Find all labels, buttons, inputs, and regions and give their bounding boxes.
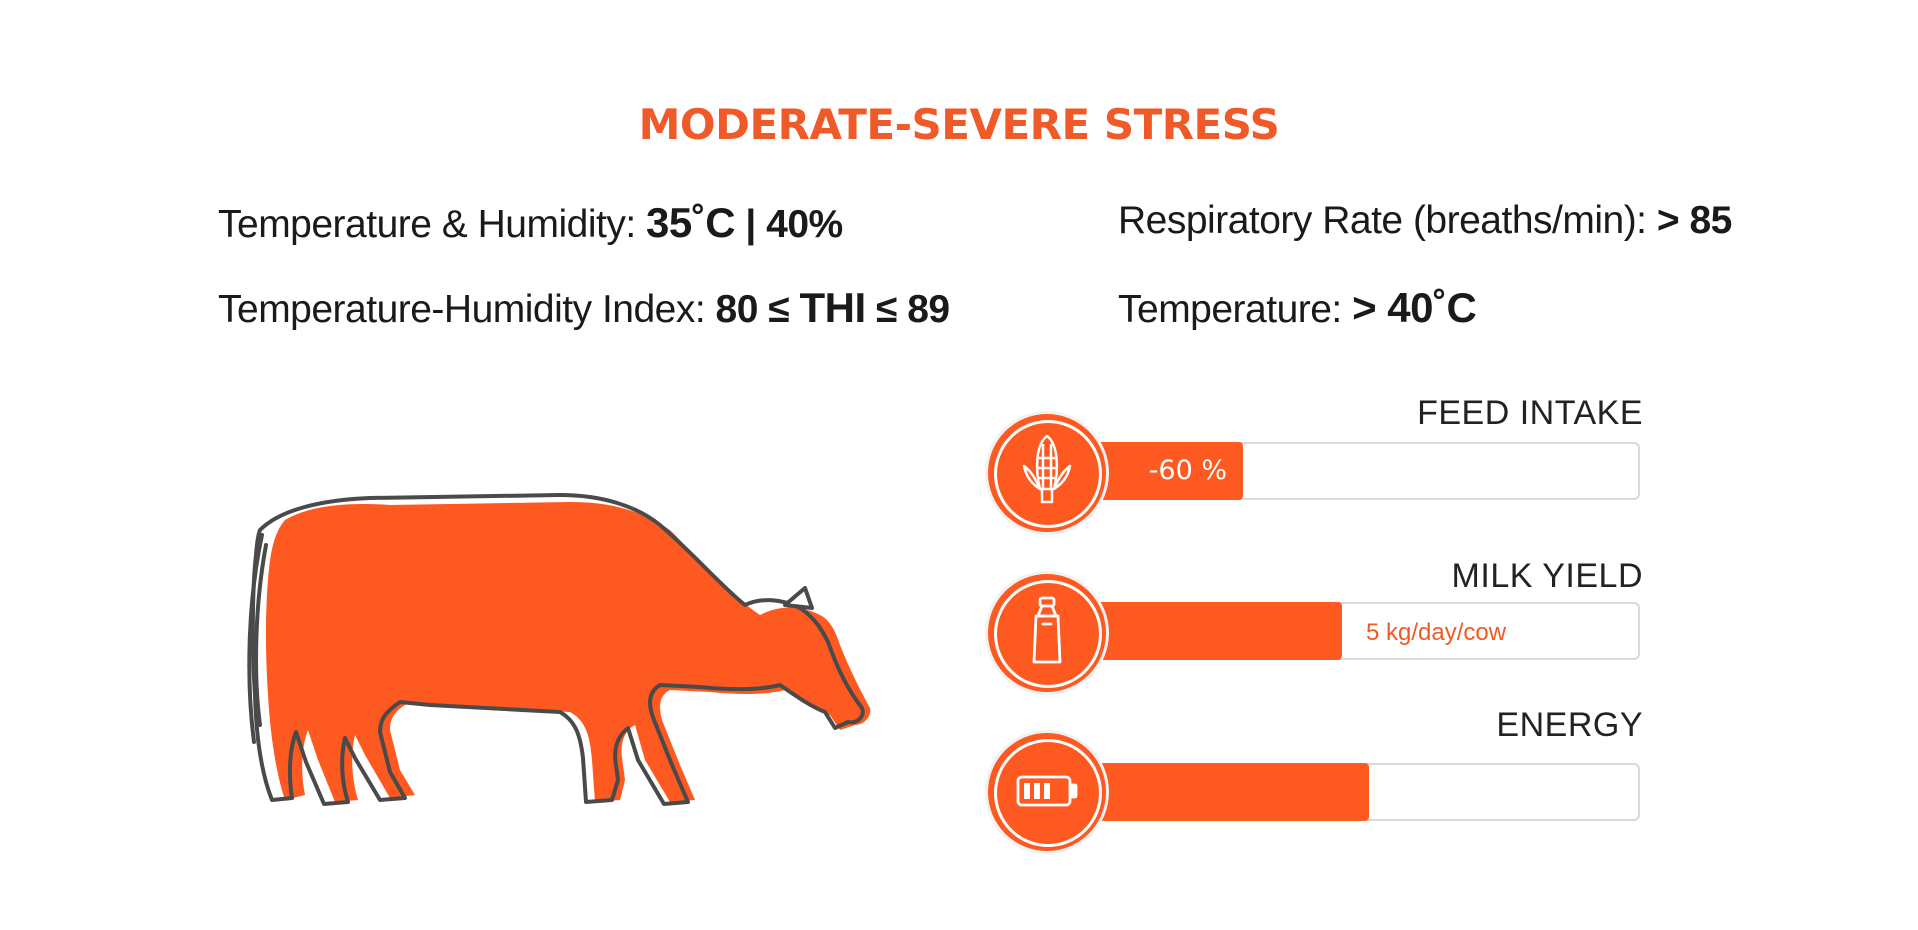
energy-fill bbox=[1090, 763, 1369, 821]
humidity-value: 40% bbox=[766, 203, 843, 246]
body-temperature-number: > 40˚C bbox=[1352, 284, 1477, 331]
feed-intake-fill: -60 % bbox=[1090, 442, 1243, 500]
temperature-humidity-stat: Temperature & Humidity: 35˚C | 40% bbox=[218, 199, 843, 247]
body-temperature-value: > 40˚C bbox=[1352, 284, 1477, 331]
milk-can-icon bbox=[1032, 596, 1062, 664]
feed-intake-bar: -60 % bbox=[1090, 442, 1640, 500]
milk-yield-label: MILK YIELD bbox=[1451, 557, 1643, 595]
cow-body-fill bbox=[265, 502, 871, 802]
cow-ear bbox=[783, 586, 814, 610]
energy-badge bbox=[988, 733, 1106, 851]
thi-abbrev: THI bbox=[799, 284, 867, 331]
milk-yield-bar: 5 kg/day/cow bbox=[1090, 602, 1640, 660]
value-separator: | bbox=[735, 203, 767, 246]
thi-low: 80 ≤ bbox=[715, 288, 800, 331]
temperature-humidity-value: 35˚C | 40% bbox=[646, 199, 843, 246]
feed-intake-label: FEED INTAKE bbox=[1417, 394, 1643, 432]
thi-value: 80 ≤ THI ≤ 89 bbox=[715, 284, 951, 331]
body-temperature-stat: Temperature: > 40˚C bbox=[1118, 284, 1477, 332]
temperature-humidity-label: Temperature & Humidity: bbox=[218, 203, 646, 246]
energy-label: ENERGY bbox=[1496, 706, 1643, 744]
feed-intake-value: -60 % bbox=[1148, 455, 1227, 486]
page-title: MODERATE-SEVERE STRESS bbox=[638, 100, 1280, 149]
temperature-value: 35˚C bbox=[646, 199, 736, 246]
battery-icon bbox=[1016, 775, 1078, 807]
cow-illustration bbox=[247, 493, 871, 806]
milk-yield-value: 5 kg/day/cow bbox=[1366, 619, 1507, 646]
respiratory-rate-label: Respiratory Rate (breaths/min): bbox=[1118, 199, 1657, 242]
milk-yield-badge bbox=[988, 574, 1106, 692]
corn-icon bbox=[1022, 434, 1072, 504]
energy-bar bbox=[1090, 763, 1640, 821]
thi-high: ≤ 89 bbox=[865, 288, 950, 331]
cow-tail-tip bbox=[254, 543, 268, 727]
body-temperature-label: Temperature: bbox=[1118, 288, 1353, 331]
cow-tail bbox=[247, 533, 264, 744]
respiratory-rate-value: > 85 bbox=[1656, 199, 1733, 242]
feed-intake-badge bbox=[988, 414, 1106, 532]
thi-stat: Temperature-Humidity Index: 80 ≤ THI ≤ 8… bbox=[218, 284, 950, 332]
respiratory-rate-stat: Respiratory Rate (breaths/min): > 85 bbox=[1118, 199, 1732, 243]
thi-label: Temperature-Humidity Index: bbox=[218, 288, 716, 331]
milk-yield-fill bbox=[1090, 602, 1342, 660]
cow-outline bbox=[250, 493, 865, 806]
